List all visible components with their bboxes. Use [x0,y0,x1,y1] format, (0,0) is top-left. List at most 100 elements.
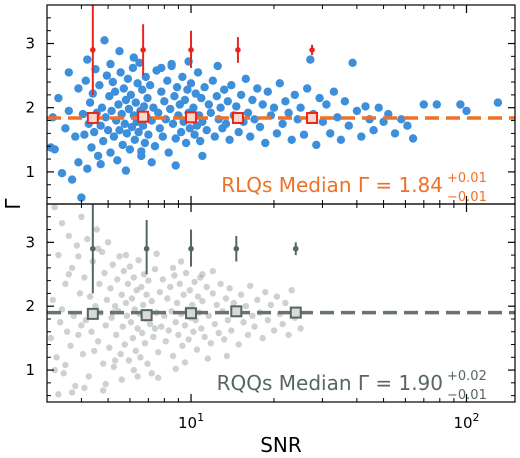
scatter-point [171,134,180,143]
scatter-point [138,283,145,291]
scatter-point [124,104,134,114]
scatter-point [150,142,160,151]
scatter-point [177,258,185,265]
scatter-point [221,336,228,343]
error-bar-marker [235,47,241,53]
scatter-point [275,79,284,88]
scatter-point [202,126,211,135]
scatter-point [83,55,92,64]
scatter-point [120,267,128,275]
scatter-point [269,103,279,112]
scatter-point [224,317,231,324]
scatter-point [134,325,141,332]
bottom-median-annotation: RQQs Median Γ = 1.90 [217,371,443,395]
scatter-point [172,319,179,326]
scatter-point [236,90,246,100]
top-median-annotation: RLQs Median Γ = 1.84 [221,173,443,197]
scatter-point [408,134,418,143]
scatter-point [129,53,138,62]
scatter-point [242,303,249,310]
scatter-point [143,291,150,298]
scatter-point [390,129,400,138]
scatter-point [272,129,282,138]
scatter-point [64,106,74,116]
scatter-point [155,374,162,381]
scatter-point [77,193,86,202]
scatter-point [154,108,163,118]
scatter-point [67,342,74,349]
scatter-point [68,389,76,396]
scatter-point [249,312,256,319]
scatter-point [108,314,115,321]
scatter-point [374,103,383,112]
scatter-point [163,76,172,85]
scatter-point [222,295,230,302]
scatter-point [72,382,79,390]
scatter-point [348,58,357,67]
scatter-point [158,323,165,330]
scatter-point [118,376,125,383]
scatter-point [62,361,69,369]
error-bar-marker [140,47,146,53]
scatter-point [97,103,107,112]
scatter-point [58,220,66,227]
scatter-point [138,85,147,94]
scatter-point [235,341,242,348]
scatter-point [107,285,114,292]
error-bar-marker [188,245,194,252]
scatter-point [119,323,126,330]
scatter-point [137,354,144,361]
error-bar-marker [90,245,96,252]
scatter-point [85,373,92,380]
scatter-point [189,103,198,112]
scatter-point [157,87,166,96]
scatter-point [114,100,123,109]
scatter-point [126,263,134,270]
binned-marker [289,306,302,319]
binned-marker [185,111,198,124]
scatter-point [110,363,118,371]
scatter-point [255,122,265,132]
scatter-point [123,312,131,319]
scatter-point [248,95,257,105]
scatter-point [141,340,149,347]
scatter-point [74,84,83,93]
scatter-point [100,360,107,367]
y-tick-label: 1 [25,361,35,379]
scatter-point [102,71,112,80]
scatter-point [168,119,178,128]
x-tick-label: 102 [453,411,479,432]
scatter-point [54,93,63,103]
panel-bottom: 1 2 3 101 102 RQQs Median Γ = 1.90 +0.02 −0.0… [25,203,516,432]
scatter-point [93,151,103,161]
scatter-point [125,357,133,364]
scatter-point [170,92,179,101]
scatter-point [176,127,186,137]
scatter-point [61,124,70,133]
scatter-point [254,296,261,303]
scatter-point [181,138,191,148]
scatter-point [180,95,190,105]
y-tick-label: 1 [25,163,35,181]
median-lower-error: −0.01 [447,190,487,205]
scatter-point [115,47,124,56]
scatter-point [210,132,219,141]
scatter-point [91,347,98,355]
scatter-point [117,109,126,119]
scatter-point [208,76,217,85]
scatter-point [194,293,202,300]
scatter-point [204,100,213,109]
scatter-point [130,274,137,281]
scatter-point [221,119,231,128]
scatter-point [157,63,166,73]
scatter-point [193,68,203,77]
scatter-point [279,320,286,328]
scatter-point [198,325,205,332]
scatter-point [130,135,139,144]
scatter-point [259,334,266,342]
panel-top: 1 2 3 RLQs Median Γ = 1.84 +0.01 −0.01 [25,4,516,205]
scatter-point [201,333,208,341]
error-bar-marker [143,245,150,252]
scatter-point [145,81,155,90]
scatter-point [74,158,83,167]
